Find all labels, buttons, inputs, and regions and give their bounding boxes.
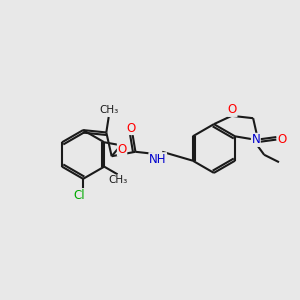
Text: N: N (251, 134, 260, 146)
Text: O: O (228, 103, 237, 116)
Text: O: O (278, 133, 287, 146)
Text: O: O (117, 143, 127, 156)
Text: CH₃: CH₃ (109, 175, 128, 185)
Text: CH₃: CH₃ (99, 106, 118, 116)
Text: NH: NH (149, 153, 166, 166)
Text: Cl: Cl (73, 189, 85, 202)
Text: O: O (127, 122, 136, 134)
